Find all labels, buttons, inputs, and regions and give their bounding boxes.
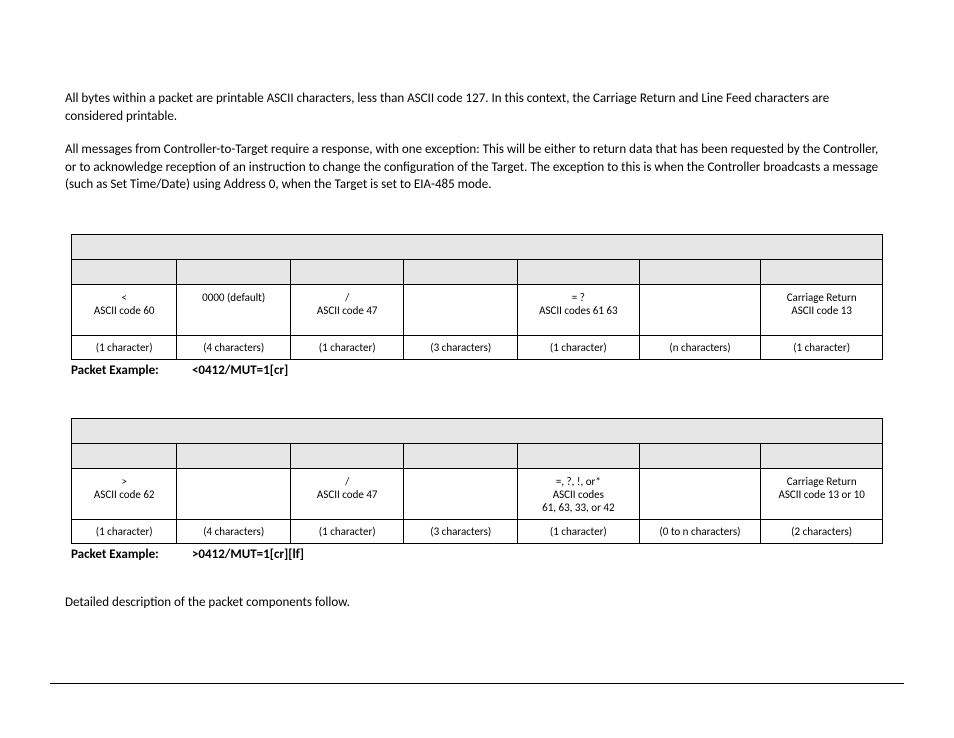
cell-text: (3 characters) <box>404 335 518 359</box>
cell-text: (1 character) <box>72 335 177 359</box>
cell-text: ASCII code 47 <box>293 488 402 501</box>
cell-text: ASCII code 62 <box>74 488 174 501</box>
cell-text: (4 characters) <box>177 519 291 543</box>
cell-text: (0 to n characters) <box>639 519 761 543</box>
cell-text: (1 character) <box>761 335 883 359</box>
packet-example-2: Packet Example: >0412/MUT=1[cr][lf] <box>71 547 889 562</box>
packet-example-1: Packet Example: <0412/MUT=1[cr] <box>71 363 889 378</box>
cell-text: (2 characters) <box>761 519 883 543</box>
cell-text: (1 character) <box>518 519 640 543</box>
cell-text: 0000 (default) <box>179 291 288 304</box>
controller-to-target-table: <ASCII code 60 0000 (default) /ASCII cod… <box>71 234 883 360</box>
cell-text: ASCII code 13 <box>763 304 880 317</box>
table-row <box>72 418 883 443</box>
cell-text: < <box>74 291 174 304</box>
cell-text: > <box>74 475 174 488</box>
packet-example-label: Packet Example: <box>71 547 189 562</box>
cell-text: 61, 63, 33, or 42 <box>520 501 637 514</box>
packet-example-value: <0412/MUT=1[cr] <box>192 363 288 378</box>
table-row <box>72 234 883 259</box>
cell-text: (3 characters) <box>404 519 518 543</box>
table-row: (1 character) (4 characters) (1 characte… <box>72 519 883 543</box>
paragraph-1: All bytes within a packet are printable … <box>65 90 889 125</box>
cell-text: (1 character) <box>290 519 404 543</box>
cell-text: ASCII code 60 <box>74 304 174 317</box>
cell-text: ASCII codes <box>520 488 637 501</box>
cell-text: (n characters) <box>639 335 761 359</box>
table-row: (1 character) (4 characters) (1 characte… <box>72 335 883 359</box>
cell-text: Carriage Return <box>763 475 880 488</box>
cell-text: ASCII code 47 <box>293 304 402 317</box>
cell-text: (4 characters) <box>177 335 291 359</box>
cell-text: (1 character) <box>518 335 640 359</box>
cell-text: =, ?, !, or* <box>520 475 637 488</box>
follow-text: Detailed description of the packet compo… <box>65 594 889 612</box>
cell-text: = ? <box>520 291 637 304</box>
packet-example-value: >0412/MUT=1[cr][lf] <box>192 547 304 562</box>
cell-text: Carriage Return <box>763 291 880 304</box>
paragraph-2: All messages from Controller-to-Target r… <box>65 141 889 194</box>
cell-text: / <box>293 475 402 488</box>
cell-text: / <box>293 291 402 304</box>
table-row <box>72 259 883 284</box>
cell-text: ASCII code 13 or 10 <box>763 488 880 501</box>
packet-example-label: Packet Example: <box>71 363 189 378</box>
cell-text: ASCII codes 61 63 <box>520 304 637 317</box>
table-row: >ASCII code 62 /ASCII code 47 =, ?, !, o… <box>72 468 883 519</box>
table-row: <ASCII code 60 0000 (default) /ASCII cod… <box>72 284 883 335</box>
cell-text: (1 character) <box>290 335 404 359</box>
cell-text: (1 character) <box>72 519 177 543</box>
footer-divider <box>50 683 904 684</box>
target-to-controller-table: >ASCII code 62 /ASCII code 47 =, ?, !, o… <box>71 418 883 544</box>
table-row <box>72 443 883 468</box>
